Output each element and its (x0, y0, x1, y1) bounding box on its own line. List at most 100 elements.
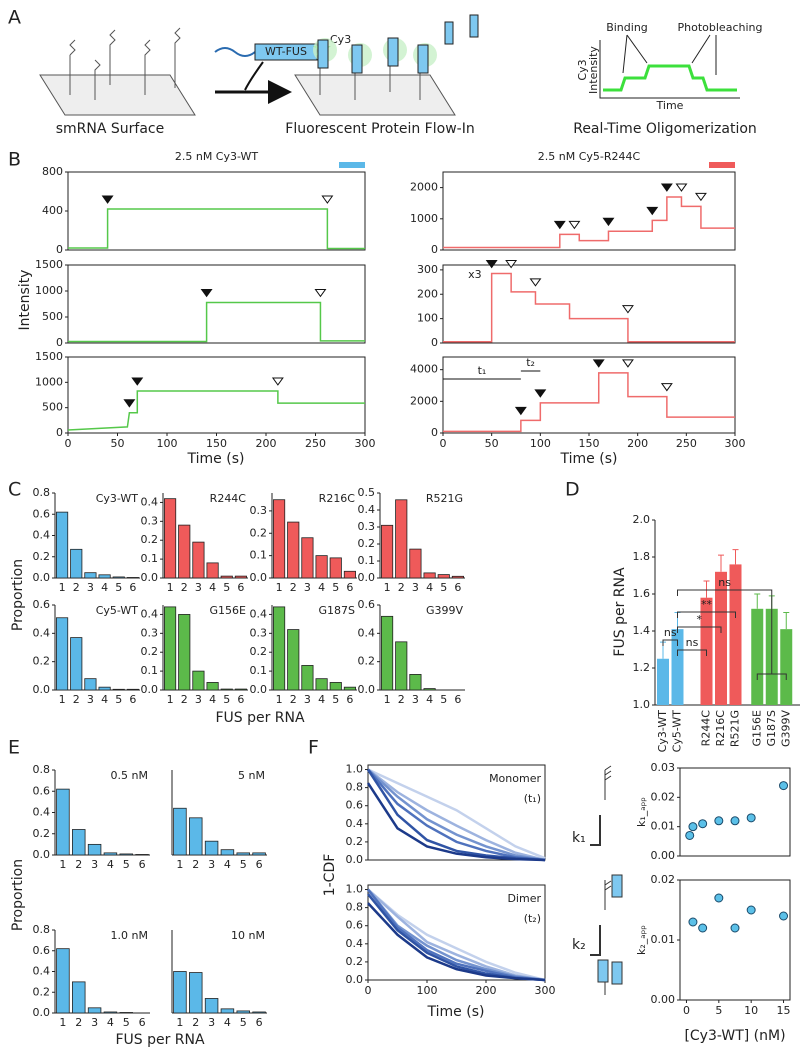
y-tick-label: 0.2 (33, 550, 51, 563)
chart-title: 2.5 nM Cy5-R244C (538, 150, 641, 163)
bar (126, 577, 139, 579)
chart-title: 2.5 nM Cy3-WT (175, 150, 259, 163)
plot-frame (442, 264, 736, 344)
plot-frame (67, 171, 366, 251)
trace (68, 208, 365, 250)
chart-title: G187S (318, 604, 355, 617)
x-tick-label: 4 (209, 693, 216, 706)
bleaching-marker (321, 195, 334, 204)
x-tick-label: 4 (209, 581, 216, 594)
plot-frame (679, 879, 791, 1001)
x-tick-label: 4 (224, 1016, 231, 1029)
chart-subtitle: (t₂) (524, 912, 541, 925)
y-tick-label: 0.0 (358, 683, 376, 696)
bar (437, 574, 450, 579)
y-tick-label: 0.2 (33, 827, 51, 840)
y-tick-label: 0 (431, 243, 438, 256)
bar (236, 852, 250, 856)
bar (751, 608, 764, 705)
y-tick-label: 0.8 (33, 923, 51, 936)
y-tick-label: 800 (42, 165, 63, 178)
flow-arrow (244, 61, 264, 91)
axis-title: Time (s) (427, 1004, 485, 1020)
x-tick-label: Cy3-WT (656, 710, 669, 753)
x-tick-label: 5 (115, 693, 122, 706)
x-tick-label: 3 (91, 858, 98, 871)
x-tick-label: 2 (192, 858, 199, 871)
legend-swatch (339, 162, 365, 168)
x-tick-label: 5 (123, 1016, 130, 1029)
surface (39, 74, 196, 116)
y-tick-label: 0.01 (651, 820, 676, 833)
y-tick-label: 1.0 (346, 883, 364, 896)
y-tick-label: 0.8 (346, 901, 364, 914)
y-tick-label: 0.3 (358, 520, 376, 533)
bound-proteins (313, 14, 479, 74)
chart-title: G399V (426, 604, 464, 617)
x-tick-label: 2 (181, 693, 188, 706)
bar (204, 840, 219, 856)
y-tick-label: 0.2 (250, 526, 268, 539)
x-tick-label: 4 (426, 581, 433, 594)
bar (252, 852, 266, 856)
chart-title: R244C (210, 492, 247, 505)
x-tick-label: 6 (346, 581, 353, 594)
y-tick-label: 0.6 (33, 507, 51, 520)
y-tick-label: 1000 (410, 212, 438, 225)
x-tick-label: 2 (73, 581, 80, 594)
bar (657, 658, 669, 705)
x-tick-label: 200 (627, 437, 648, 450)
y-tick-label: 0.0 (346, 853, 364, 866)
point (698, 819, 708, 829)
x-tick-label: 3 (304, 693, 311, 706)
y-tick-label: 0.4 (358, 626, 376, 639)
bar (381, 615, 394, 691)
y-tick-label: 0.4 (141, 607, 159, 620)
x-tick-label: 6 (256, 1016, 263, 1029)
bar (409, 548, 422, 579)
axis-title: FUS per RNA (215, 710, 305, 726)
x-tick-label: 5 (332, 693, 339, 706)
bar (206, 562, 219, 579)
bar (329, 557, 342, 579)
x-tick-label: 5 (115, 581, 122, 594)
point (746, 905, 756, 915)
x-tick-label: 4 (318, 693, 325, 706)
schematic-trace (603, 64, 737, 92)
x-tick-label: 0 (365, 984, 372, 997)
y-tick-label: 0.0 (141, 571, 159, 584)
bar (84, 572, 97, 579)
x-tick-label: G399V (779, 710, 792, 748)
annotation: Photobleaching (678, 21, 763, 34)
y-tick-label: 0.4 (250, 607, 268, 620)
schematic-axes (599, 40, 740, 99)
protein-label: WT-FUS (265, 45, 307, 58)
binding-marker (123, 399, 136, 408)
y-tick-label: 1500 (35, 350, 63, 363)
x-tick-label: 2 (398, 693, 405, 706)
significance-bracket (677, 649, 707, 656)
trace (443, 272, 735, 343)
bar (343, 570, 356, 579)
y-tick-label: 0.2 (33, 985, 51, 998)
x-tick-label: 2 (75, 1016, 82, 1029)
x-tick-label: 5 (715, 1004, 722, 1017)
y-tick-label: 2.0 (633, 513, 651, 526)
y-tick-label: 0.0 (250, 683, 268, 696)
cdf-curve (367, 893, 546, 982)
interval-label: t₁ (478, 364, 487, 377)
x-tick-label: 250 (305, 437, 326, 450)
y-tick-label: 0.2 (346, 955, 364, 968)
x-tick-label: 1 (167, 581, 174, 594)
x-tick-label: 5 (240, 858, 247, 871)
x-tick-label: 0 (440, 437, 447, 450)
y-tick-label: 0.0 (358, 571, 376, 584)
significance-bracket (677, 626, 722, 633)
binding-marker (534, 389, 547, 398)
binding-marker (660, 183, 673, 192)
trace (443, 372, 735, 433)
y-tick-label: 0.3 (250, 504, 268, 517)
significance-bracket (662, 639, 678, 646)
significance-label: ** (701, 598, 713, 611)
legend-swatch (709, 162, 735, 168)
